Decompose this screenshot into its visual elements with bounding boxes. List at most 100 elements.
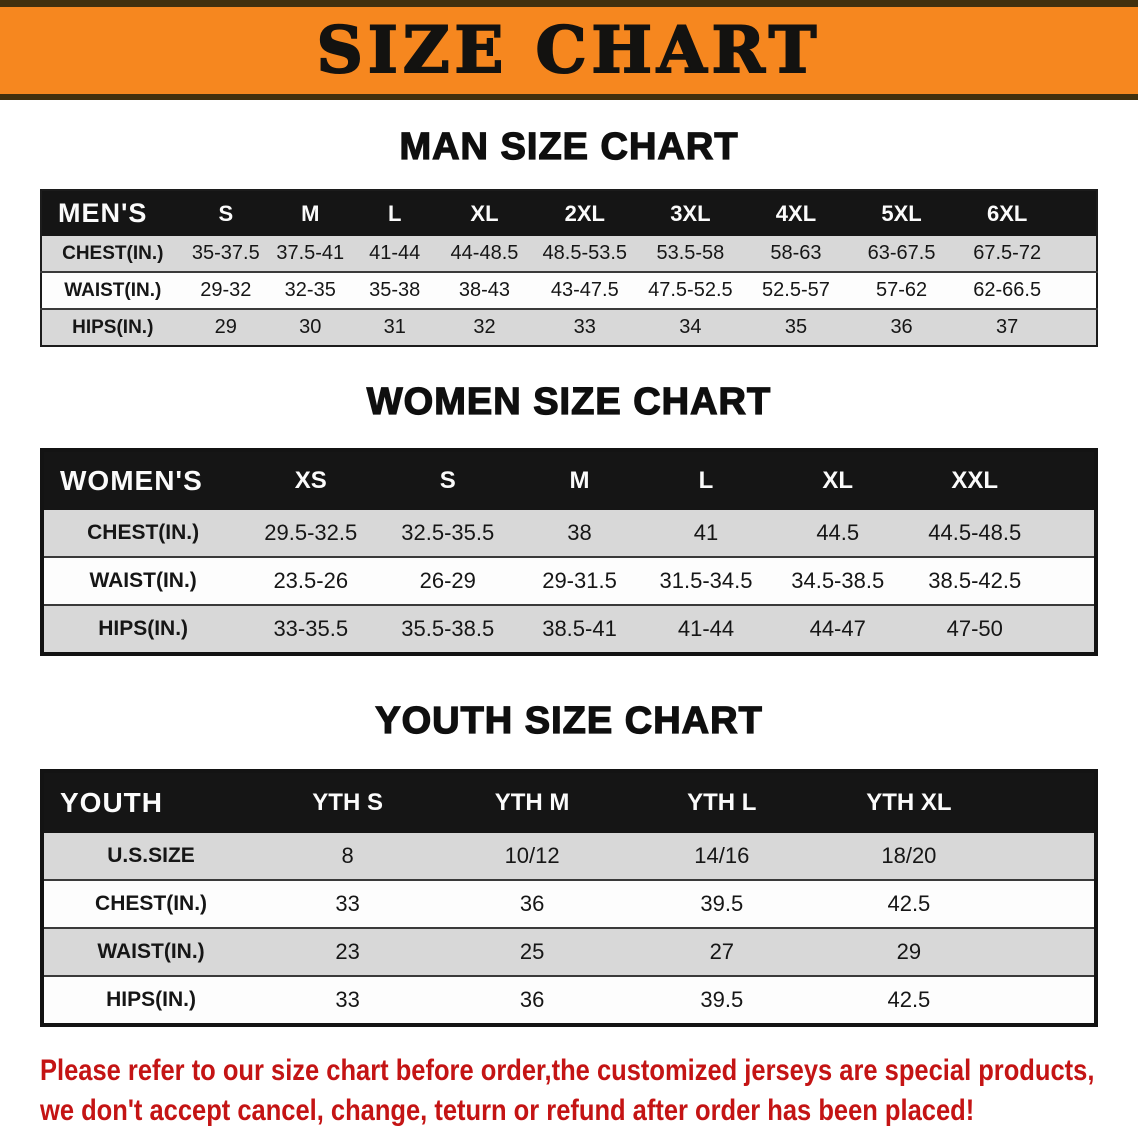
row-label-cell: HIPS(IN.) (42, 976, 259, 1025)
value-cell: 44.5-48.5 (906, 510, 1044, 558)
value-cell: 44-48.5 (436, 236, 532, 273)
size-column-header: 5XL (848, 190, 955, 236)
women-size-table: WOMEN'S XS S M L XL XXL CHEST(IN.) 29.5-… (40, 448, 1098, 656)
spacer-cell (1001, 928, 1096, 977)
men-size-table: MEN'S S M L XL 2XL 3XL 4XL 5XL 6XL CHEST… (40, 189, 1098, 347)
row-label-cell: HIPS(IN.) (42, 605, 243, 654)
value-cell: 47-50 (906, 605, 1044, 654)
row-label-cell: WAIST(IN.) (42, 928, 259, 977)
row-label-cell: U.S.SIZE (42, 833, 259, 881)
size-column-header: M (516, 450, 643, 510)
men-section: MAN SIZE CHART MEN'S S M L XL 2XL 3XL 4X… (0, 125, 1138, 347)
value-cell: 31 (352, 309, 437, 346)
value-cell: 29-31.5 (516, 557, 643, 606)
value-cell: 8 (258, 833, 438, 881)
value-cell: 44-47 (769, 605, 907, 654)
spacer-cell (1001, 833, 1096, 881)
men-section-heading: MAN SIZE CHART (399, 125, 739, 168)
table-row: WAIST(IN.) 23.5-26 26-29 29-31.5 31.5-34… (42, 557, 1096, 606)
size-column-header: YTH XL (816, 771, 1002, 833)
row-label-cell: WAIST(IN.) (42, 557, 243, 606)
value-cell: 30 (268, 309, 353, 346)
value-cell: 23 (258, 928, 438, 977)
value-cell: 10/12 (437, 833, 627, 881)
value-cell: 41-44 (642, 605, 770, 654)
value-cell: 35-37.5 (183, 236, 269, 273)
value-cell: 32 (436, 309, 532, 346)
size-column-header: 3XL (637, 190, 744, 236)
table-row: WAIST(IN.) 23 25 27 29 (42, 928, 1096, 977)
value-cell: 39.5 (626, 880, 817, 929)
table-row: HIPS(IN.) 33-35.5 35.5-38.5 38.5-41 41-4… (42, 605, 1096, 654)
spacer-cell (1059, 309, 1097, 346)
value-cell: 23.5-26 (242, 557, 380, 606)
size-column-header: L (642, 450, 770, 510)
size-column-header: XXL (906, 450, 1044, 510)
value-cell: 38 (516, 510, 643, 558)
footer-notice: Please refer to our size chart before or… (40, 1051, 1138, 1131)
spacer-cell (1043, 557, 1096, 606)
spacer-cell (1043, 450, 1096, 510)
value-cell: 41 (642, 510, 770, 558)
youth-table-title: YOUTH (42, 771, 259, 833)
value-cell: 32.5-35.5 (379, 510, 517, 558)
table-row: U.S.SIZE 8 10/12 14/16 18/20 (42, 833, 1096, 881)
notice-line-2: we don't accept cancel, change, teturn o… (40, 1093, 975, 1127)
value-cell: 58-63 (743, 236, 849, 273)
value-cell: 36 (437, 880, 627, 929)
youth-size-table: YOUTH YTH S YTH M YTH L YTH XL U.S.SIZE … (40, 769, 1098, 1027)
value-cell: 37.5-41 (268, 236, 353, 273)
value-cell: 33-35.5 (242, 605, 380, 654)
size-column-header: XS (242, 450, 380, 510)
size-column-header: YTH S (258, 771, 438, 833)
women-section: WOMEN SIZE CHART WOMEN'S XS S M L XL XXL (0, 380, 1138, 656)
row-label-cell: HIPS(IN.) (41, 309, 184, 346)
value-cell: 26-29 (379, 557, 517, 606)
value-cell: 25 (437, 928, 627, 977)
value-cell: 38.5-41 (516, 605, 643, 654)
value-cell: 62-66.5 (954, 272, 1060, 310)
value-cell: 33 (258, 880, 438, 929)
value-cell: 53.5-58 (637, 236, 744, 273)
value-cell: 52.5-57 (743, 272, 849, 310)
spacer-cell (1059, 236, 1097, 273)
value-cell: 67.5-72 (954, 236, 1060, 273)
size-column-header: S (379, 450, 517, 510)
youth-section: YOUTH SIZE CHART YOUTH YTH S YTH M YTH L… (0, 699, 1138, 1027)
row-label-cell: CHEST(IN.) (42, 880, 259, 929)
value-cell: 43-47.5 (531, 272, 638, 310)
value-cell: 36 (848, 309, 955, 346)
value-cell: 34.5-38.5 (769, 557, 907, 606)
value-cell: 41-44 (352, 236, 437, 273)
value-cell: 29 (183, 309, 269, 346)
spacer-cell (1043, 605, 1096, 654)
youth-section-heading: YOUTH SIZE CHART (375, 699, 763, 742)
value-cell: 27 (626, 928, 817, 977)
page-title: SIZE CHART (316, 12, 822, 88)
value-cell: 38-43 (436, 272, 532, 310)
value-cell: 35 (743, 309, 849, 346)
banner: SIZE CHART (0, 0, 1138, 100)
men-header-row: MEN'S S M L XL 2XL 3XL 4XL 5XL 6XL (41, 190, 1097, 236)
value-cell: 44.5 (769, 510, 907, 558)
row-label-cell: WAIST(IN.) (41, 272, 184, 310)
spacer-cell (1001, 880, 1096, 929)
size-column-header: 6XL (954, 190, 1060, 236)
value-cell: 37 (954, 309, 1060, 346)
women-header-row: WOMEN'S XS S M L XL XXL (42, 450, 1096, 510)
value-cell: 32-35 (268, 272, 353, 310)
value-cell: 63-67.5 (848, 236, 955, 273)
value-cell: 48.5-53.5 (531, 236, 638, 273)
value-cell: 47.5-52.5 (637, 272, 744, 310)
spacer-cell (1059, 272, 1097, 310)
value-cell: 42.5 (816, 880, 1002, 929)
size-column-header: M (268, 190, 353, 236)
table-row: CHEST(IN.) 29.5-32.5 32.5-35.5 38 41 44.… (42, 510, 1096, 558)
table-row: HIPS(IN.) 33 36 39.5 42.5 (42, 976, 1096, 1025)
spacer-cell (1001, 771, 1096, 833)
men-table-title: MEN'S (41, 190, 184, 236)
value-cell: 36 (437, 976, 627, 1025)
row-label-cell: CHEST(IN.) (42, 510, 243, 558)
table-row: WAIST(IN.) 29-32 32-35 35-38 38-43 43-47… (41, 272, 1097, 310)
